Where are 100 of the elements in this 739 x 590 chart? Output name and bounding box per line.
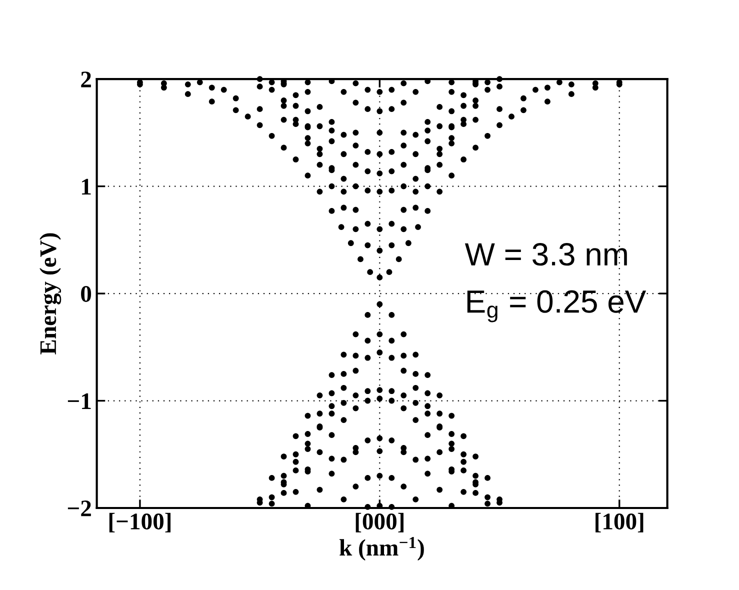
point <box>268 132 275 139</box>
point <box>412 417 419 424</box>
point <box>352 392 359 398</box>
point <box>352 331 359 338</box>
point <box>412 384 419 391</box>
point <box>316 449 323 456</box>
point <box>328 432 335 438</box>
point <box>436 162 443 168</box>
point <box>376 435 383 442</box>
point <box>328 183 335 190</box>
point <box>436 104 443 110</box>
point <box>268 475 275 481</box>
point <box>184 91 191 98</box>
point <box>388 106 395 112</box>
point <box>448 440 455 447</box>
point <box>388 188 395 194</box>
point <box>436 410 443 417</box>
point <box>388 242 395 248</box>
point <box>292 488 299 495</box>
point <box>388 437 395 444</box>
point <box>376 130 383 136</box>
x-tick-label: [100] <box>596 512 644 532</box>
point <box>316 392 323 398</box>
point <box>388 149 395 155</box>
point <box>328 390 335 396</box>
point <box>292 468 299 474</box>
point <box>520 95 526 102</box>
point <box>544 98 550 105</box>
point <box>400 405 407 412</box>
point <box>424 128 431 134</box>
point <box>412 371 419 377</box>
point <box>388 168 395 174</box>
point <box>352 226 359 232</box>
point <box>484 86 490 93</box>
point <box>348 240 354 246</box>
point <box>256 122 263 128</box>
point <box>376 108 383 114</box>
point <box>436 486 443 493</box>
point <box>316 162 323 168</box>
point <box>316 151 323 158</box>
point <box>405 240 412 246</box>
point <box>364 106 371 112</box>
y-axis-title: Energy (eV) <box>40 233 62 354</box>
point <box>316 486 323 493</box>
point <box>352 405 359 412</box>
point <box>412 88 419 95</box>
point <box>568 91 574 98</box>
y-tick-label: −1 <box>68 393 91 409</box>
point <box>364 354 371 361</box>
point <box>448 431 455 437</box>
point <box>268 86 275 93</box>
point <box>316 104 323 110</box>
point <box>484 475 490 481</box>
point <box>376 387 383 393</box>
point <box>280 472 287 479</box>
point <box>400 183 407 190</box>
point <box>367 269 374 276</box>
point <box>400 162 407 168</box>
point <box>316 188 323 195</box>
point <box>412 496 419 502</box>
point <box>424 432 431 438</box>
point <box>340 151 347 158</box>
point <box>532 86 538 93</box>
point <box>544 84 550 91</box>
point <box>424 403 431 410</box>
point <box>484 132 490 139</box>
x-tick-label: [−100] <box>109 512 170 532</box>
point <box>208 84 215 91</box>
point <box>208 98 215 105</box>
point <box>412 151 419 158</box>
point <box>352 183 359 190</box>
point <box>400 331 407 338</box>
point <box>328 208 335 214</box>
point <box>256 106 263 112</box>
point <box>364 504 371 510</box>
point <box>376 226 383 232</box>
point <box>304 412 311 419</box>
point <box>304 140 311 146</box>
point <box>436 449 443 456</box>
point <box>328 138 335 144</box>
point <box>412 188 419 195</box>
point <box>460 451 467 458</box>
point <box>460 458 467 465</box>
y-tick-label: 2 <box>81 72 91 88</box>
point <box>388 86 395 93</box>
point <box>280 454 287 460</box>
point <box>352 368 359 374</box>
point <box>388 354 395 361</box>
point <box>448 412 455 419</box>
point <box>424 410 431 417</box>
point <box>376 396 383 402</box>
point <box>376 448 383 454</box>
point <box>508 114 514 120</box>
point <box>292 433 299 440</box>
point <box>328 119 335 125</box>
point <box>448 135 455 141</box>
point <box>460 92 467 98</box>
point <box>352 130 359 136</box>
point <box>256 76 263 82</box>
point <box>340 176 347 182</box>
